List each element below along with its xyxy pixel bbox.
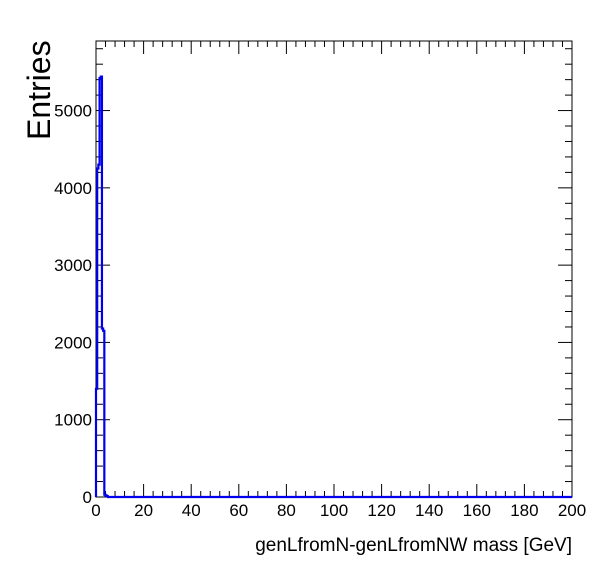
axis-ticks bbox=[95, 41, 573, 498]
x-tick-label: 20 bbox=[134, 501, 153, 520]
x-tick-label: 60 bbox=[229, 501, 248, 520]
y-tick-label: 0 bbox=[83, 488, 92, 507]
x-tick-label: 120 bbox=[367, 501, 395, 520]
histogram-line bbox=[94, 75, 572, 499]
x-tick-label: 140 bbox=[415, 501, 443, 520]
plot-frame bbox=[95, 40, 573, 498]
y-axis-title: Entries bbox=[21, 40, 57, 140]
x-tick-label: 0 bbox=[91, 501, 100, 520]
x-tick-label: 160 bbox=[463, 501, 491, 520]
y-tick-label: 2000 bbox=[54, 333, 92, 352]
x-tick-label: 100 bbox=[320, 501, 348, 520]
x-tick-label: 80 bbox=[277, 501, 296, 520]
x-tick-label: 40 bbox=[182, 501, 201, 520]
x-tick-labels: 0 20 40 60 80 100 120 140 160 180 200 bbox=[91, 501, 586, 520]
y-tick-label: 5000 bbox=[54, 102, 92, 121]
x-tick-label: 200 bbox=[558, 501, 586, 520]
y-tick-label: 4000 bbox=[54, 179, 92, 198]
y-tick-label: 3000 bbox=[54, 256, 92, 275]
x-tick-label: 180 bbox=[510, 501, 538, 520]
x-axis-title: genLfromN-genLfromNW mass [GeV] bbox=[255, 535, 572, 556]
y-tick-label: 1000 bbox=[54, 411, 92, 430]
y-tick-labels: 0 1000 2000 3000 4000 5000 bbox=[54, 102, 92, 507]
